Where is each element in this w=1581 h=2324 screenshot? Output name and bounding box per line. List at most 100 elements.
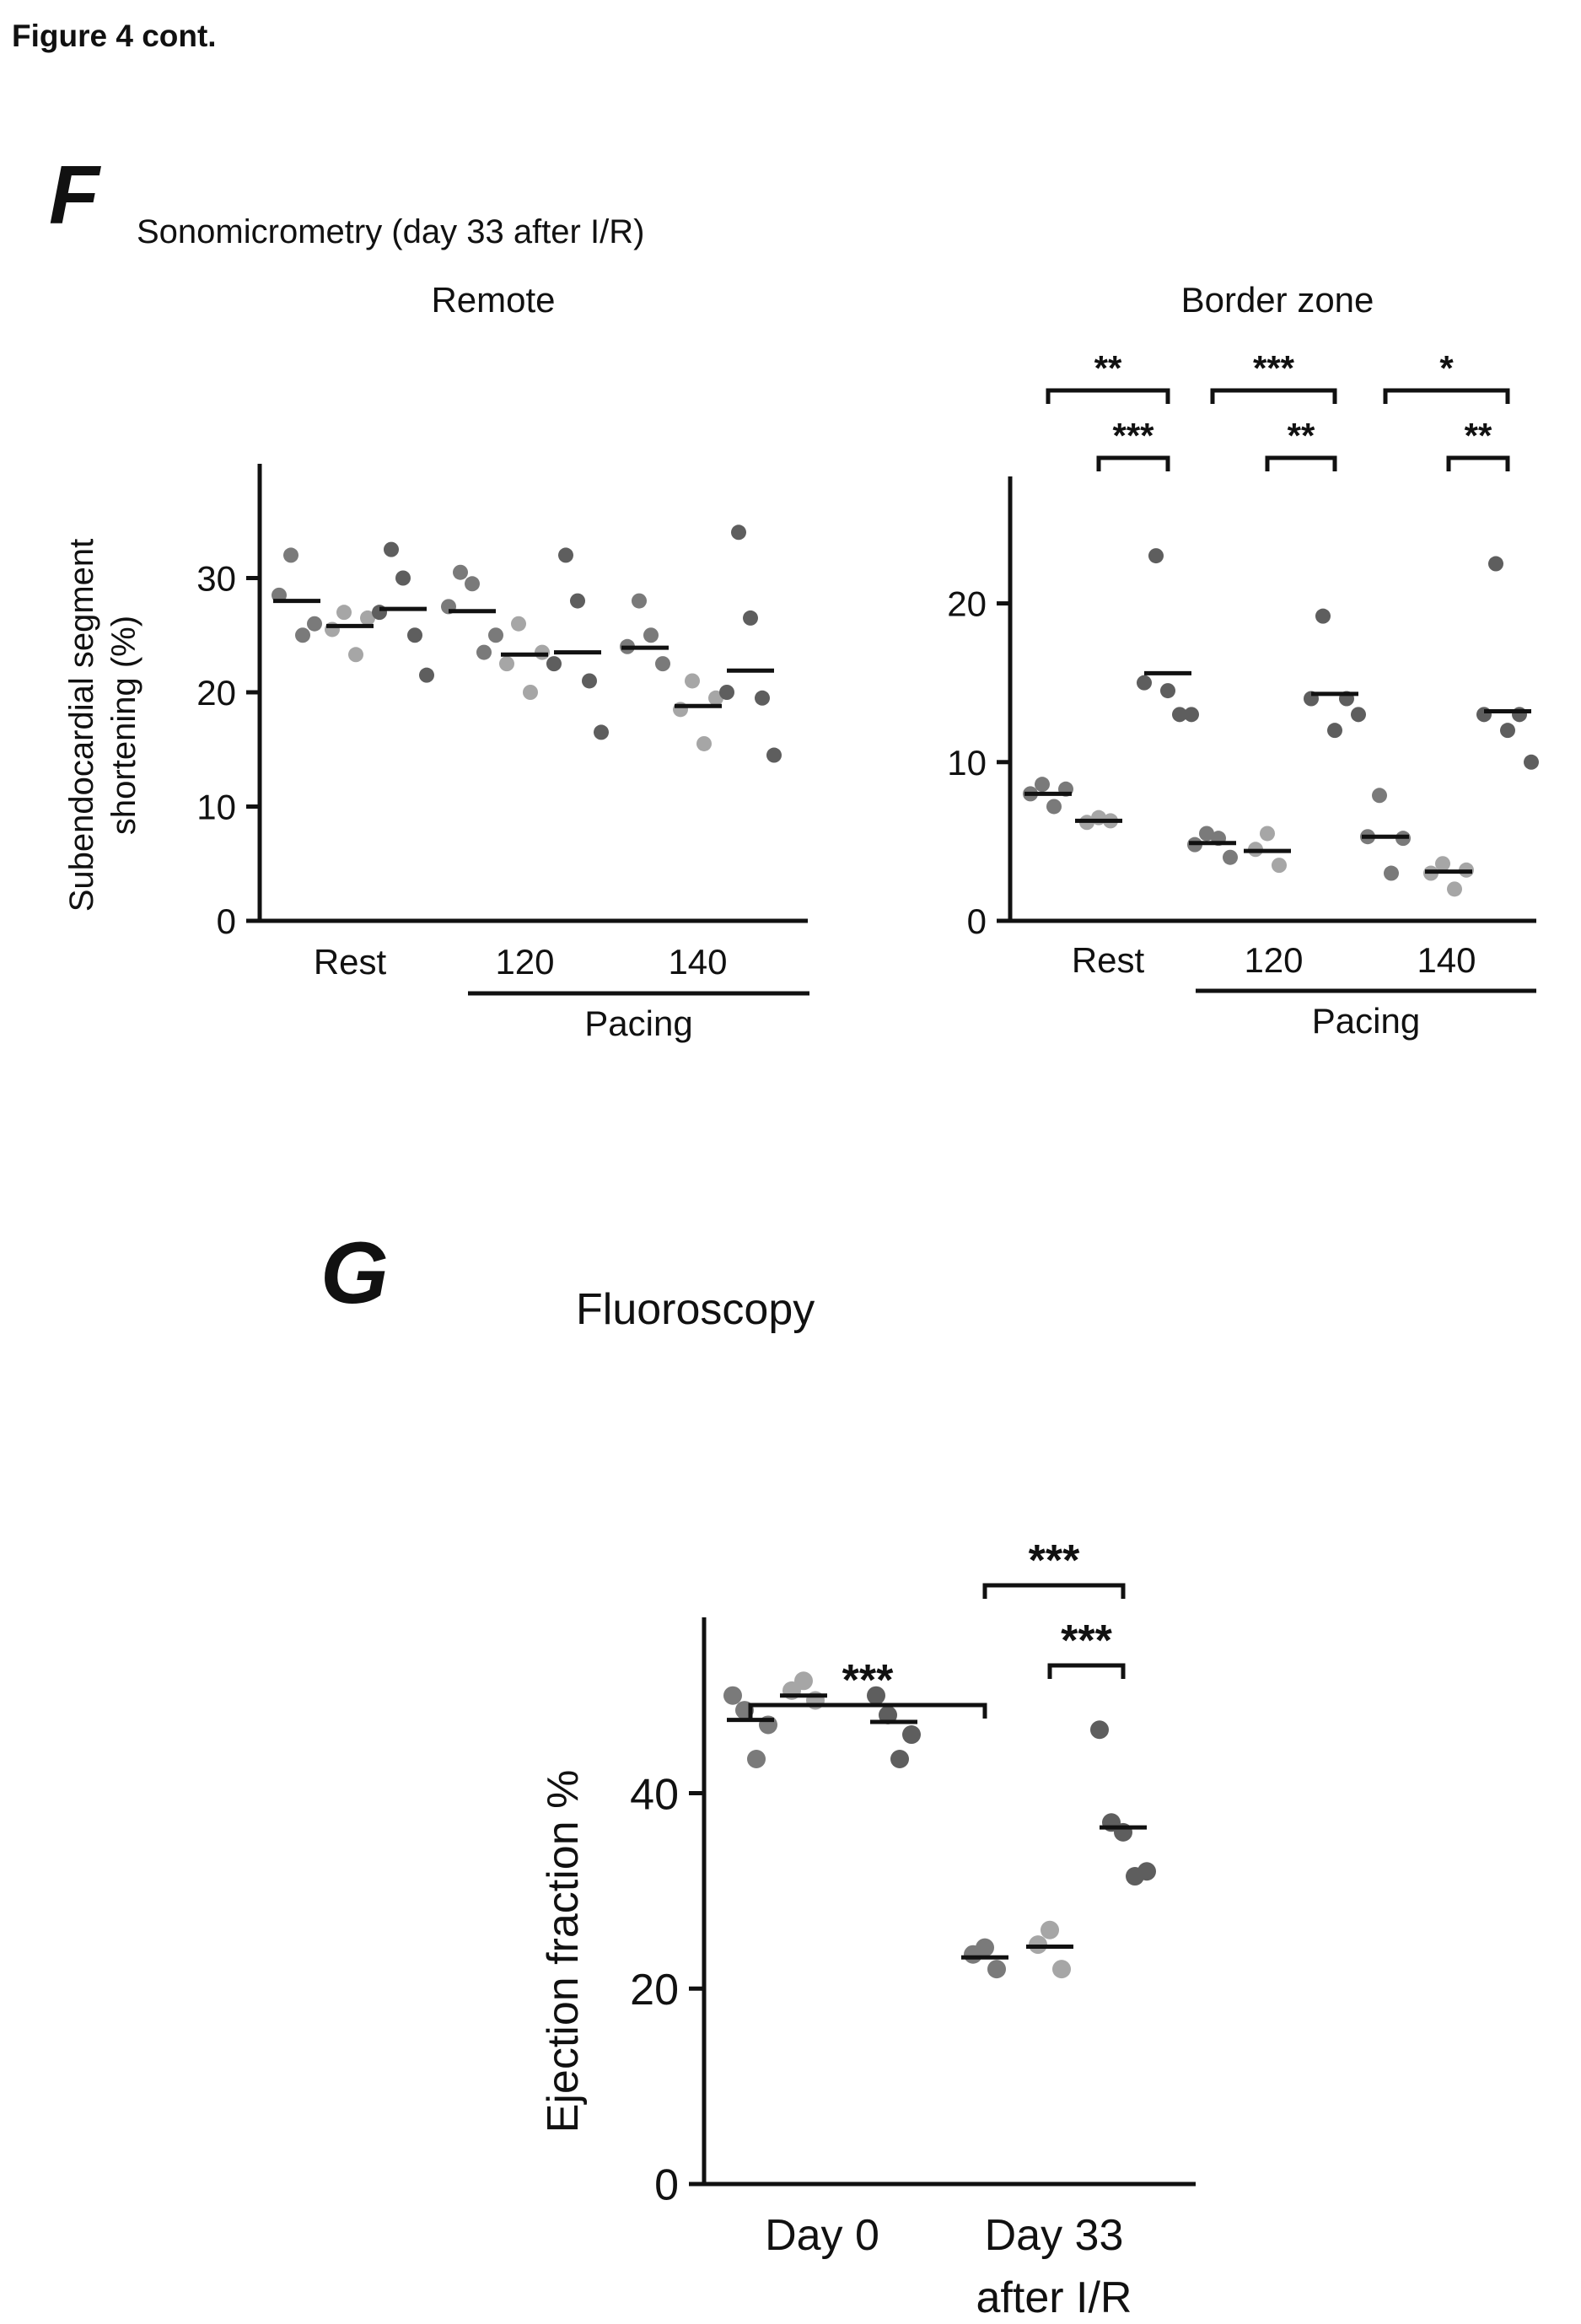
significance-bracket — [1446, 455, 1510, 471]
panel-g-letter: G — [320, 1224, 389, 1322]
data-point — [488, 627, 503, 643]
pacing-group-label: Pacing — [584, 1003, 692, 1043]
data-point — [1184, 707, 1199, 723]
data-point — [582, 673, 597, 689]
data-point — [336, 605, 352, 621]
data-point — [731, 525, 746, 541]
data-point — [546, 656, 562, 672]
data-point — [1524, 754, 1539, 770]
data-point — [1090, 1720, 1109, 1740]
data-point — [1351, 707, 1366, 723]
data-point — [632, 593, 647, 609]
data-point — [987, 1960, 1006, 1979]
panel-g-subtitle: Fluoroscopy — [576, 1285, 815, 1334]
data-point — [685, 673, 700, 689]
significance-label: *** — [1112, 416, 1154, 455]
y-tick-label: 0 — [967, 901, 987, 941]
data-point — [499, 656, 514, 672]
significance-label: ** — [1288, 416, 1315, 455]
data-point — [453, 564, 468, 580]
y-tick-label: 10 — [947, 743, 987, 783]
significance-bracket — [1046, 388, 1170, 404]
significance-bracket — [1383, 388, 1510, 404]
data-point — [476, 644, 492, 660]
category-label: 140 — [1417, 940, 1476, 980]
chart-title: Remote — [431, 280, 555, 320]
category-label: 140 — [668, 942, 727, 982]
data-point — [283, 547, 298, 563]
significance-bracket — [1096, 455, 1170, 471]
y-tick-label: 20 — [947, 584, 987, 624]
data-point — [696, 735, 712, 751]
data-point — [1500, 723, 1515, 739]
data-point — [890, 1750, 909, 1768]
significance-label: *** — [1029, 1536, 1080, 1585]
data-point — [655, 656, 670, 672]
data-point — [643, 627, 659, 643]
data-point — [1372, 788, 1387, 804]
data-point — [867, 1686, 885, 1705]
data-point — [976, 1938, 994, 1957]
data-point — [1046, 799, 1062, 815]
data-point — [395, 570, 411, 586]
data-point — [1476, 707, 1492, 723]
data-point — [465, 576, 480, 592]
significance-bracket — [1210, 388, 1337, 404]
data-point — [295, 627, 310, 643]
data-point — [1327, 723, 1342, 739]
data-point — [1384, 865, 1399, 881]
data-point — [723, 1686, 742, 1705]
data-point — [348, 647, 363, 663]
data-point — [1512, 707, 1527, 723]
significance-label: ** — [1465, 416, 1492, 455]
category-label: Rest — [1072, 940, 1145, 980]
significance-bracket — [1265, 455, 1337, 471]
category-label: Rest — [314, 942, 387, 982]
significance-bracket — [982, 1583, 1126, 1599]
data-point — [1315, 608, 1331, 624]
significance-bracket — [748, 1703, 987, 1719]
data-point — [1137, 1862, 1156, 1881]
panel-f-ylabel-line1: Subendocardial segment — [63, 539, 100, 912]
data-point — [523, 685, 538, 700]
data-point — [1172, 707, 1187, 723]
data-point — [384, 541, 399, 557]
data-point — [794, 1671, 813, 1691]
y-tick-label: 40 — [630, 1770, 679, 1819]
data-point — [902, 1725, 921, 1745]
y-tick-label: 0 — [654, 2161, 679, 2210]
significance-label: *** — [1061, 1617, 1112, 1665]
category-label: Day 0 — [765, 2211, 879, 2260]
y-tick-label: 10 — [196, 788, 236, 827]
panel-f-subtitle: Sonomicrometry (day 33 after I/R) — [137, 213, 644, 250]
data-point — [558, 547, 573, 563]
data-point — [1272, 858, 1287, 874]
data-point — [1435, 856, 1450, 872]
data-point — [1223, 849, 1238, 865]
axis-lines — [702, 1617, 1196, 2187]
data-point — [570, 593, 585, 609]
y-tick-label: 30 — [196, 559, 236, 599]
significance-label: *** — [842, 1656, 894, 1705]
significance-label: ** — [1094, 348, 1122, 388]
data-point — [407, 627, 422, 643]
data-point — [1052, 1960, 1071, 1979]
data-point — [419, 667, 434, 683]
data-point — [879, 1705, 897, 1724]
data-point — [1260, 826, 1275, 842]
category-label: Day 33 — [985, 2211, 1124, 2260]
data-point — [1160, 683, 1175, 699]
data-point — [747, 1750, 766, 1768]
axis-lines — [1008, 476, 1536, 923]
significance-label: *** — [1253, 348, 1295, 388]
data-point — [1041, 1920, 1059, 1939]
data-point — [1488, 556, 1503, 572]
panel-f-letter: F — [49, 148, 101, 241]
data-point — [766, 747, 782, 763]
y-tick-label: 20 — [196, 673, 236, 713]
data-point — [535, 644, 550, 660]
chart-remote: 0 10 20 30 Remote Rest 120 140 Pacing — [196, 280, 809, 1043]
chart-ejection-fraction: 0 20 40 Ejection fraction % Day 0 Day 33 after… — [539, 1536, 1196, 2322]
